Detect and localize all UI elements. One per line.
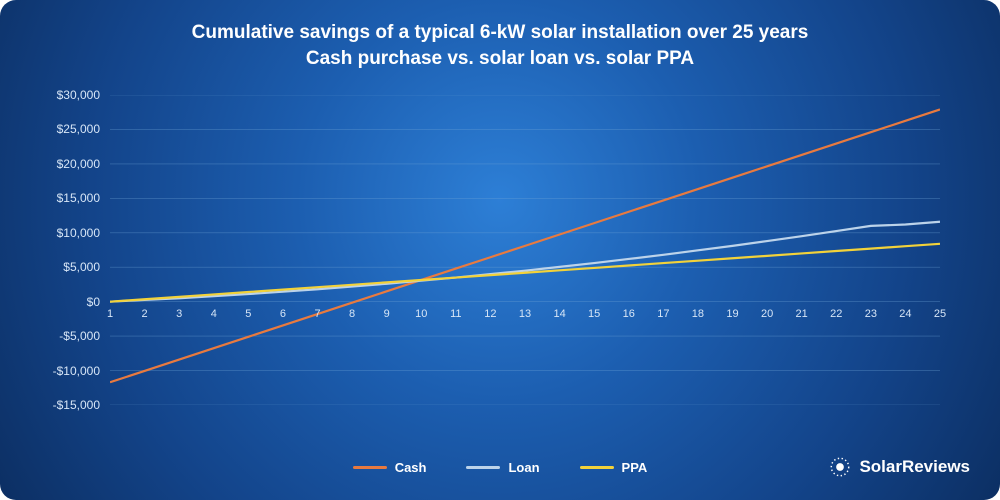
y-tick-label: $30,000: [30, 88, 100, 102]
chart-title: Cumulative savings of a typical 6-kW sol…: [0, 20, 1000, 71]
legend-swatch: [353, 466, 387, 469]
legend-swatch: [466, 466, 500, 469]
y-tick-label: $20,000: [30, 157, 100, 171]
x-tick-label: 4: [211, 308, 217, 320]
series-line-loan: [110, 222, 940, 302]
series-line-cash: [110, 109, 940, 382]
x-tick-label: 13: [519, 308, 531, 320]
legend-label: Loan: [508, 460, 539, 475]
x-tick-label: 10: [415, 308, 427, 320]
y-tick-label: $15,000: [30, 191, 100, 205]
sun-icon: [829, 456, 851, 478]
x-tick-label: 20: [761, 308, 773, 320]
x-tick-label: 15: [588, 308, 600, 320]
legend-item-loan: Loan: [466, 460, 539, 475]
y-tick-label: -$10,000: [30, 364, 100, 378]
legend-swatch: [580, 466, 614, 469]
legend-item-cash: Cash: [353, 460, 427, 475]
x-tick-label: 12: [484, 308, 496, 320]
brand-text: SolarReviews: [859, 457, 970, 477]
x-tick-label: 7: [314, 308, 320, 320]
y-tick-label: $10,000: [30, 226, 100, 240]
x-tick-label: 3: [176, 308, 182, 320]
x-tick-label: 23: [865, 308, 877, 320]
x-tick-label: 2: [142, 308, 148, 320]
chart-card: Cumulative savings of a typical 6-kW sol…: [0, 0, 1000, 500]
x-tick-label: 8: [349, 308, 355, 320]
y-tick-label: $5,000: [30, 260, 100, 274]
x-tick-label: 1: [107, 308, 113, 320]
x-tick-label: 11: [450, 308, 461, 320]
chart-svg: [110, 95, 940, 405]
title-line-1: Cumulative savings of a typical 6-kW sol…: [0, 20, 1000, 46]
y-tick-label: $25,000: [30, 122, 100, 136]
y-tick-label: $0: [30, 295, 100, 309]
brand-logo: SolarReviews: [829, 456, 970, 478]
series-lines: [110, 109, 940, 382]
x-tick-label: 22: [830, 308, 842, 320]
series-line-ppa: [110, 244, 940, 302]
x-tick-label: 21: [796, 308, 808, 320]
x-tick-label: 6: [280, 308, 286, 320]
x-tick-label: 25: [934, 308, 946, 320]
x-tick-label: 19: [726, 308, 738, 320]
legend-label: PPA: [622, 460, 648, 475]
legend-label: Cash: [395, 460, 427, 475]
x-tick-label: 24: [899, 308, 911, 320]
x-tick-label: 5: [245, 308, 251, 320]
y-tick-label: -$15,000: [30, 398, 100, 412]
chart-area: -$15,000-$10,000-$5,000$0$5,000$10,000$1…: [110, 95, 940, 405]
x-tick-label: 9: [384, 308, 390, 320]
x-tick-label: 14: [553, 308, 565, 320]
x-tick-label: 17: [657, 308, 669, 320]
x-tick-label: 16: [623, 308, 635, 320]
title-line-2: Cash purchase vs. solar loan vs. solar P…: [0, 46, 1000, 72]
gridlines: [110, 95, 940, 405]
x-tick-label: 18: [692, 308, 704, 320]
y-tick-label: -$5,000: [30, 329, 100, 343]
legend-item-ppa: PPA: [580, 460, 648, 475]
